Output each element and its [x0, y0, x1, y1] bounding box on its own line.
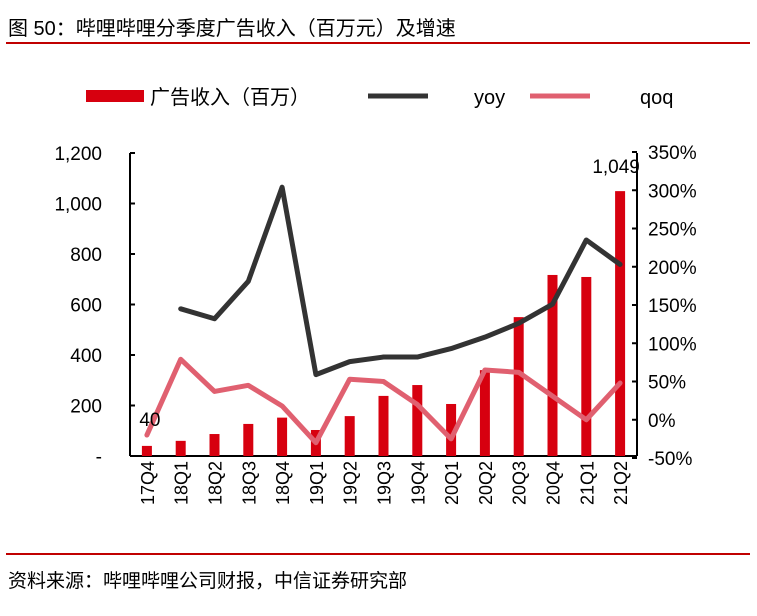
bar [209, 434, 220, 456]
left-tick-label: 1,200 [54, 144, 102, 165]
left-tick-label: 400 [70, 346, 102, 367]
right-tick-label: 150% [648, 296, 697, 317]
x-tick-label: 17Q4 [138, 461, 158, 505]
x-tick-label: 18Q3 [239, 461, 259, 505]
x-tick-label: 18Q4 [273, 461, 293, 505]
data-label: 40 [139, 410, 160, 431]
x-tick-label: 20Q1 [442, 461, 462, 505]
bar [513, 317, 524, 456]
x-tick-label: 20Q4 [544, 461, 564, 505]
x-tick-label: 18Q2 [206, 461, 226, 505]
x-tick-label: 21Q2 [611, 461, 631, 505]
legend-label: 广告收入（百万） [150, 86, 310, 109]
source-note: 资料来源：哔哩哔哩公司财报，中信证券研究部 [8, 571, 408, 592]
source-rule [6, 553, 750, 555]
x-tick-label: 20Q2 [476, 461, 496, 505]
x-tick-label: 19Q2 [341, 461, 361, 505]
bar [581, 276, 592, 456]
right-tick-label: 0% [648, 411, 676, 432]
left-tick-label: 800 [70, 245, 102, 266]
figure-title: 图 50：哔哩哔哩分季度广告收入（百万元）及增速 [8, 18, 456, 40]
bar [175, 440, 186, 456]
right-tick-label: 50% [648, 373, 686, 394]
bar [479, 370, 490, 456]
bar [615, 191, 626, 456]
bar [344, 416, 355, 456]
bar [446, 403, 457, 456]
qoq-line [144, 356, 623, 446]
x-tick-label: 18Q1 [172, 461, 192, 505]
x-tick-label: 20Q3 [510, 461, 530, 505]
right-tick-label: 200% [648, 258, 697, 279]
bar [547, 274, 558, 456]
legend-label: yoy [474, 87, 505, 109]
x-tick-label: 21Q1 [577, 461, 597, 505]
right-tick-label: 250% [648, 220, 697, 241]
left-tick-label: 1,000 [54, 195, 102, 216]
right-tick-label: 350% [648, 143, 697, 164]
title-rule [6, 42, 750, 44]
left-tick-label: 200 [70, 397, 102, 418]
right-tick-label: -50% [648, 449, 692, 470]
x-tick-label: 19Q4 [408, 461, 428, 505]
x-tick-label: 19Q1 [307, 461, 327, 505]
data-label: 1,049 [592, 157, 640, 178]
legend-label: qoq [640, 87, 673, 109]
right-tick-label: 300% [648, 181, 697, 202]
left-tick-label: 600 [70, 296, 102, 317]
bar [243, 423, 254, 456]
bar [378, 395, 389, 456]
legend-bar-swatch [86, 90, 144, 102]
left-tick-label: - [96, 447, 102, 468]
bar [412, 385, 423, 456]
right-tick-label: 100% [648, 334, 697, 355]
bar [277, 417, 288, 456]
yoy-line [178, 184, 623, 378]
bar [141, 445, 152, 456]
x-tick-label: 19Q3 [375, 461, 395, 505]
